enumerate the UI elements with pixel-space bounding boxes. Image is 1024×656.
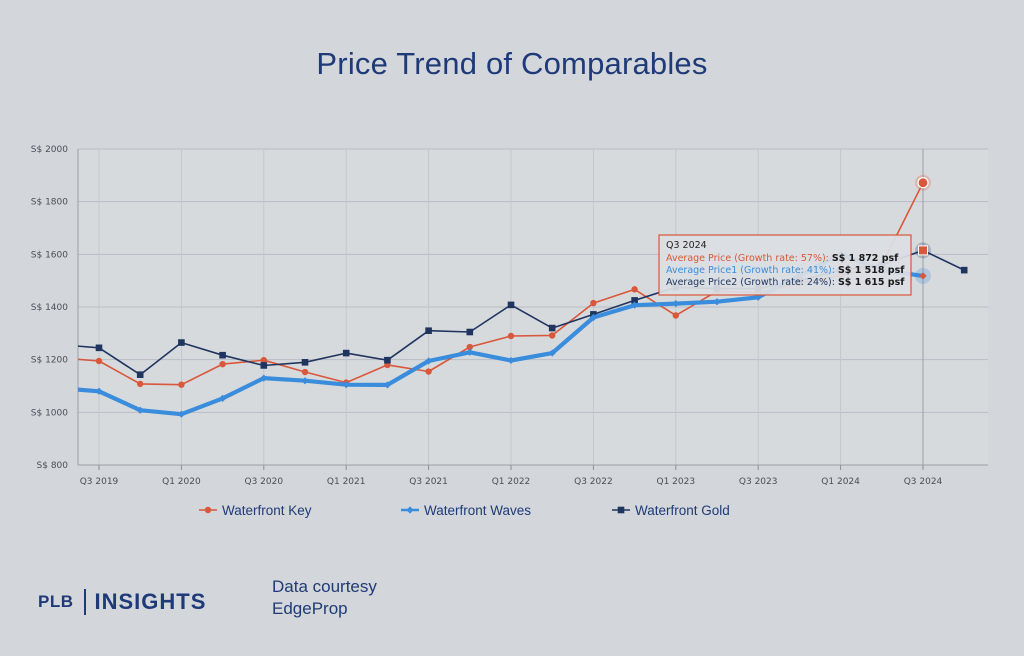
- data-point: [507, 356, 515, 365]
- chart-tooltip: Q3 2024 Average Price (Growth rate: 57%):…: [658, 234, 912, 296]
- x-tick-label: Q1 2023: [657, 477, 696, 487]
- data-credit: Data courtesy EdgeProp: [272, 576, 377, 620]
- data-point: [425, 368, 432, 375]
- y-tick-label: S$ 800: [37, 461, 69, 471]
- x-tick-label: Q1 2021: [327, 477, 366, 487]
- data-point: [178, 381, 185, 388]
- legend-item-waterfront-waves[interactable]: Waterfront Waves: [401, 503, 531, 518]
- x-tick-label: Q1 2020: [162, 477, 201, 487]
- logo-separator: [83, 589, 86, 615]
- data-point: [383, 381, 391, 389]
- data-point: [425, 327, 432, 334]
- data-point: [219, 394, 227, 402]
- tooltip-line-value: S$ 1 615 psf: [838, 277, 905, 288]
- tooltip-line: Average Price1 (Growth rate: 41%): S$ 1 …: [666, 265, 905, 276]
- tooltip-line-value: S$ 1 518 psf: [838, 265, 905, 276]
- x-tick-label: Q3 2019: [80, 477, 119, 487]
- chart-grid: [78, 148, 988, 466]
- data-point: [548, 349, 556, 357]
- y-tick-label: S$ 1000: [31, 408, 68, 418]
- tooltip-line: Average Price2 (Growth rate: 24%): S$ 1 …: [666, 277, 905, 288]
- credit-line-1: Data courtesy: [272, 577, 377, 596]
- data-point: [466, 328, 474, 336]
- data-point: [260, 374, 268, 382]
- legend-item-waterfront-gold[interactable]: Waterfront Gold: [612, 503, 730, 518]
- x-tick-label: Q1 2022: [492, 477, 531, 487]
- legend-label: Waterfront Gold: [635, 503, 730, 518]
- legend-swatch-marker: [204, 506, 212, 514]
- data-point: [136, 406, 144, 414]
- data-point: [549, 332, 556, 339]
- data-point: [960, 266, 968, 274]
- chart-legend[interactable]: Waterfront Key Waterfront Waves Waterfront…: [199, 503, 730, 518]
- hover-markers: [915, 174, 931, 284]
- tooltip-header: Q3 2024: [666, 240, 707, 251]
- data-point: [342, 381, 350, 389]
- data-point: [136, 371, 144, 378]
- legend-swatch-marker: [406, 506, 414, 514]
- x-tick-label: Q1 2024: [821, 477, 860, 487]
- tooltip-line: Average Price (Growth rate: 57%): S$ 1 8…: [666, 253, 899, 264]
- tooltip-line-label: Average Price (Growth rate: 57%):: [666, 253, 832, 264]
- tooltip-line-value: S$ 1 872 psf: [832, 253, 899, 264]
- data-point: [219, 360, 226, 368]
- data-point: [260, 362, 268, 369]
- data-point: [466, 343, 473, 351]
- page-title: Price Trend of Comparables: [316, 46, 708, 81]
- plb-insights-logo: PLB INSIGHTS: [38, 589, 206, 615]
- tooltip-line-label: Average Price2 (Growth rate: 24%):: [666, 277, 838, 288]
- tooltip-line-label: Average Price1 (Growth rate: 41%):: [666, 265, 838, 276]
- data-point: [95, 344, 103, 352]
- y-tick-label: S$ 1800: [31, 198, 68, 208]
- y-tick-label: S$ 1400: [31, 303, 68, 313]
- x-tick-label: Q3 2020: [245, 477, 284, 487]
- data-point: [425, 357, 433, 365]
- legend-swatch-marker: [617, 506, 625, 514]
- data-point: [301, 368, 309, 376]
- data-point: [631, 286, 638, 293]
- data-point: [95, 357, 103, 365]
- data-point: [384, 356, 391, 364]
- data-point: [672, 299, 680, 308]
- data-point: [301, 377, 309, 385]
- data-point: [672, 312, 679, 319]
- legend-label: Waterfront Key: [222, 503, 312, 518]
- data-point: [631, 301, 639, 309]
- data-point: [95, 387, 103, 395]
- chart-axes: S$ 800 S$ 1000 S$ 1200 S$ 1400 S$ 1600 S$ 180…: [31, 145, 988, 487]
- data-point: [466, 348, 474, 356]
- y-tick-label: S$ 1200: [31, 356, 68, 366]
- data-point: [589, 313, 597, 322]
- data-point: [507, 301, 515, 309]
- y-tick-label: S$ 2000: [31, 145, 68, 155]
- data-point: [178, 339, 185, 346]
- hover-point: [918, 245, 928, 256]
- data-point: [548, 324, 556, 332]
- logo-insights-text: INSIGHTS: [94, 589, 207, 614]
- legend-label: Waterfront Waves: [424, 503, 531, 518]
- x-tick-label: Q3 2023: [739, 477, 778, 487]
- data-point: [177, 410, 185, 418]
- data-point: [342, 349, 350, 357]
- x-tick-label: Q3 2024: [904, 477, 943, 487]
- legend-item-waterfront-key[interactable]: Waterfront Key: [199, 503, 312, 518]
- data-point: [590, 299, 597, 307]
- x-tick-label: Q3 2022: [574, 477, 613, 487]
- hover-point: [919, 272, 927, 280]
- y-tick-label: S$ 1600: [31, 250, 68, 260]
- credit-line-2: EdgeProp: [272, 599, 348, 618]
- data-point: [260, 356, 267, 364]
- x-tick-label: Q3 2021: [409, 477, 448, 487]
- logo-plb-text: PLB: [38, 592, 74, 611]
- data-point: [631, 297, 638, 304]
- tooltip-box: [658, 234, 912, 296]
- data-point: [137, 380, 144, 388]
- data-point: [507, 332, 515, 340]
- hover-point: [917, 177, 929, 189]
- data-point: [301, 359, 309, 366]
- data-point: [219, 351, 226, 359]
- data-point: [713, 298, 721, 306]
